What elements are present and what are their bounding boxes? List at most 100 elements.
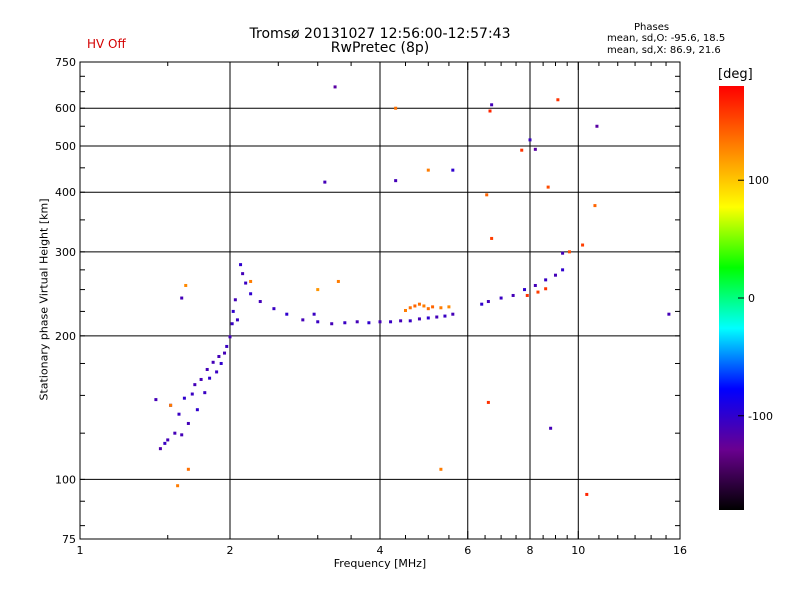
echo-point: [225, 344, 229, 348]
echo-point: [154, 398, 158, 402]
y-tick-label: 100: [55, 473, 76, 486]
colorbar-tick-label: 100: [748, 174, 769, 187]
echo-point: [312, 312, 316, 316]
tick-labels: 1 2 4 6 8 10 16 75 100 200 300 400 500 600 750: [55, 56, 687, 557]
echo-point: [556, 98, 560, 102]
echo-point: [399, 319, 403, 323]
echo-point: [316, 288, 320, 292]
echo-point: [193, 383, 197, 387]
echo-point: [182, 396, 186, 400]
echo-point: [490, 236, 494, 240]
echo-point: [186, 421, 190, 425]
y-tick-label: 600: [55, 102, 76, 115]
echo-point: [180, 296, 184, 300]
echo-point: [285, 312, 289, 316]
echo-point: [316, 320, 320, 324]
echo-point: [546, 185, 550, 189]
echo-point: [536, 290, 540, 294]
echo-point: [553, 273, 557, 277]
echo-point: [667, 312, 671, 316]
chart-title: Tromsø 20131027 12:56:00-12:57:43: [249, 26, 511, 42]
echo-point: [239, 263, 243, 267]
echo-point: [544, 287, 548, 291]
echo-point: [378, 320, 382, 324]
echo-point: [403, 308, 407, 312]
echo-point: [422, 304, 426, 308]
echo-point: [215, 370, 219, 374]
echo-point: [533, 283, 537, 287]
phases-heading: Phases: [634, 22, 670, 33]
echo-point: [166, 438, 170, 442]
echo-point: [158, 447, 162, 451]
colorbar-ticks: 100 0 -100: [738, 174, 773, 423]
echo-point: [486, 300, 490, 304]
echo-point: [426, 316, 430, 320]
echo-point: [367, 321, 371, 325]
echo-point: [499, 296, 503, 300]
echo-point: [180, 433, 184, 437]
echo-point: [561, 251, 565, 255]
echo-point: [439, 467, 443, 471]
echo-point: [195, 408, 199, 412]
echo-point: [533, 147, 537, 151]
y-tick-label: 400: [55, 186, 76, 199]
echo-point: [190, 392, 194, 396]
echo-point: [205, 367, 209, 371]
plot-frame: [79, 61, 681, 540]
x-tick-label: 16: [673, 544, 687, 557]
x-axis-label: Frequency [MHz]: [333, 557, 427, 570]
y-tick-label: 750: [55, 56, 76, 69]
phases-x-stats: mean, sd,X: 86.9, 21.6: [607, 45, 721, 56]
echo-point: [585, 492, 589, 496]
echo-point: [231, 309, 235, 313]
echo-point: [173, 431, 177, 435]
echo-point: [208, 376, 212, 380]
y-tick-label: 300: [55, 246, 76, 259]
grid-lines: [80, 62, 680, 539]
echo-point: [228, 335, 232, 339]
echo-point: [163, 441, 167, 445]
echo-point: [451, 312, 455, 316]
echo-point: [480, 302, 484, 306]
echo-point: [186, 467, 190, 471]
echo-point: [177, 412, 181, 416]
echo-point: [488, 109, 492, 113]
echo-point: [426, 307, 430, 311]
x-tick-label: 2: [227, 544, 234, 557]
echo-point: [244, 281, 248, 285]
x-tick-label: 4: [377, 544, 384, 557]
echo-point: [581, 243, 585, 247]
echo-point: [199, 377, 203, 381]
echo-point: [593, 204, 597, 208]
echo-point: [336, 279, 340, 283]
echo-point: [520, 148, 524, 152]
echo-point: [417, 317, 421, 321]
echo-point: [408, 306, 412, 310]
echo-point: [355, 320, 359, 324]
echo-point: [343, 321, 347, 325]
echo-point: [443, 314, 447, 318]
axis-ticks: [79, 61, 681, 539]
colorbar-tick-label: -100: [748, 410, 773, 423]
echo-point: [184, 283, 188, 287]
y-tick-label: 500: [55, 140, 76, 153]
echo-point: [211, 360, 215, 364]
echo-point: [394, 179, 398, 183]
echo-point: [219, 361, 223, 365]
echo-point: [223, 351, 227, 355]
echo-point: [389, 320, 393, 324]
echo-point: [333, 85, 337, 89]
echo-point: [230, 322, 234, 326]
phases-o-stats: mean, sd,O: -95.6, 18.5: [607, 33, 726, 44]
echo-point: [249, 279, 253, 283]
echo-point: [408, 319, 412, 323]
echo-point: [417, 302, 421, 306]
echo-point: [567, 250, 571, 254]
echo-point: [431, 305, 435, 309]
echo-point: [486, 400, 490, 404]
echo-point: [413, 304, 417, 308]
echo-points: [154, 85, 671, 496]
hv-status-label: HV Off: [87, 37, 126, 51]
echo-point: [394, 106, 398, 110]
